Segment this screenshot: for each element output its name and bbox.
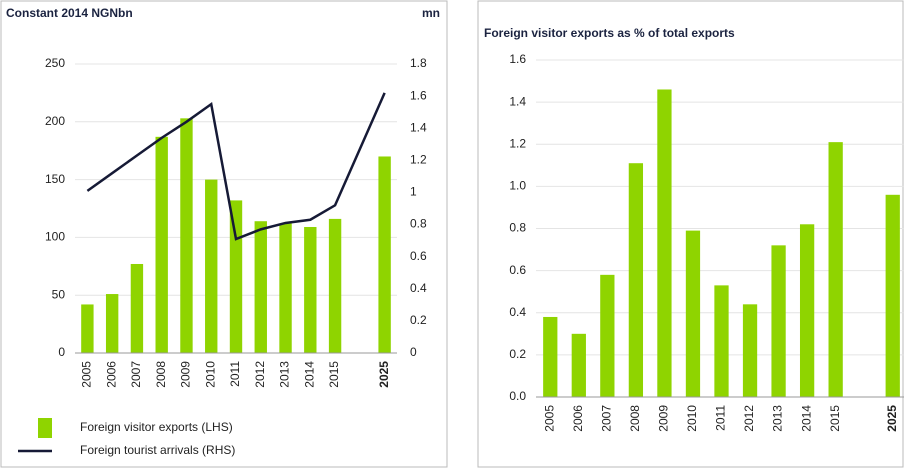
bar — [628, 163, 644, 397]
y-tick-label: 50 — [52, 287, 66, 301]
y-tick-label: 1.4 — [509, 94, 526, 108]
legend-label: Foreign tourist arrivals (RHS) — [80, 443, 235, 457]
bar — [685, 230, 701, 397]
y2-tick-label: 0.4 — [410, 281, 427, 295]
x-tick-label: 2025 — [885, 405, 899, 432]
y-tick-label: 1.6 — [509, 52, 526, 66]
x-tick-label: 2009 — [179, 361, 193, 388]
bar — [742, 304, 758, 397]
bar — [328, 218, 342, 353]
bar — [105, 294, 119, 353]
y2-tick-label: 0.8 — [410, 217, 427, 231]
y-tick-label: 1.2 — [509, 136, 526, 150]
bar — [799, 224, 815, 397]
x-tick-label: 2014 — [302, 361, 316, 388]
y-tick-label: 0.2 — [509, 347, 526, 361]
legend-swatch — [38, 418, 52, 438]
x-tick-label: 2012 — [253, 361, 267, 388]
x-tick-label: 2015 — [828, 405, 842, 432]
x-tick-label: 2011 — [228, 361, 242, 387]
bar — [155, 136, 168, 353]
chart-title: Constant 2014 NGNbn — [6, 6, 133, 20]
x-tick-label: 2010 — [203, 361, 217, 388]
x-tick-label: 2007 — [129, 361, 143, 388]
y2-tick-label: 0 — [410, 345, 417, 359]
bar — [81, 304, 94, 353]
y-tick-label: 0.6 — [509, 263, 526, 277]
y-tick-label: 150 — [45, 172, 65, 186]
bar — [279, 223, 292, 353]
bar — [657, 89, 672, 398]
x-tick-label: 2005 — [80, 361, 94, 388]
y2-tick-label: 1 — [410, 185, 417, 199]
y-tick-label: 200 — [45, 114, 65, 128]
bar — [600, 274, 615, 397]
bar — [828, 142, 843, 397]
y-tick-label: 0.4 — [509, 305, 526, 319]
bar — [254, 221, 267, 353]
y2-tick-label: 1.2 — [410, 153, 427, 167]
x-tick-label: 2014 — [799, 405, 813, 432]
x-tick-label: 2010 — [685, 405, 699, 432]
x-tick-label: 2011 — [714, 405, 728, 431]
x-tick-label: 2006 — [571, 405, 585, 432]
left-panel — [0, 0, 448, 468]
x-tick-label: 2008 — [628, 405, 642, 432]
y-tick-label: 0 — [58, 345, 65, 359]
bar — [130, 263, 144, 353]
x-tick-label: 2009 — [657, 405, 671, 432]
bar — [771, 245, 786, 397]
x-tick-label: 2007 — [600, 405, 614, 432]
y2-tick-label: 1.8 — [410, 56, 427, 70]
x-tick-label: 2006 — [104, 361, 118, 388]
legend-label: Foreign visitor exports (LHS) — [80, 420, 233, 434]
x-tick-label: 2008 — [154, 361, 168, 388]
bar — [229, 200, 243, 353]
bar — [885, 194, 900, 397]
y-tick-label: 1.0 — [509, 179, 526, 193]
bar — [543, 316, 558, 397]
bar — [205, 179, 218, 353]
y-tick-label: 250 — [45, 56, 65, 70]
x-tick-label: 2025 — [377, 361, 391, 388]
y-tick-label: 100 — [45, 230, 65, 244]
x-tick-label: 2015 — [327, 361, 341, 388]
y2-tick-label: 0.2 — [410, 313, 427, 327]
x-tick-label: 2005 — [542, 405, 556, 432]
x-tick-label: 2012 — [742, 405, 756, 432]
y2-tick-label: 1.4 — [410, 120, 427, 134]
y-tick-label: 0.0 — [509, 389, 526, 403]
chart-title: Foreign visitor exports as % of total ex… — [484, 26, 735, 40]
bar — [378, 156, 391, 353]
bar — [304, 226, 317, 353]
bar — [571, 333, 586, 397]
y2-tick-label: 1.6 — [410, 88, 427, 102]
y2-label: mn — [422, 6, 440, 20]
y-tick-label: 0.8 — [509, 221, 526, 235]
y2-tick-label: 0.6 — [410, 249, 427, 263]
bar — [180, 118, 193, 353]
x-tick-label: 2013 — [771, 405, 785, 432]
x-tick-label: 2013 — [278, 361, 292, 388]
bar — [714, 285, 729, 397]
line — [86, 92, 386, 241]
